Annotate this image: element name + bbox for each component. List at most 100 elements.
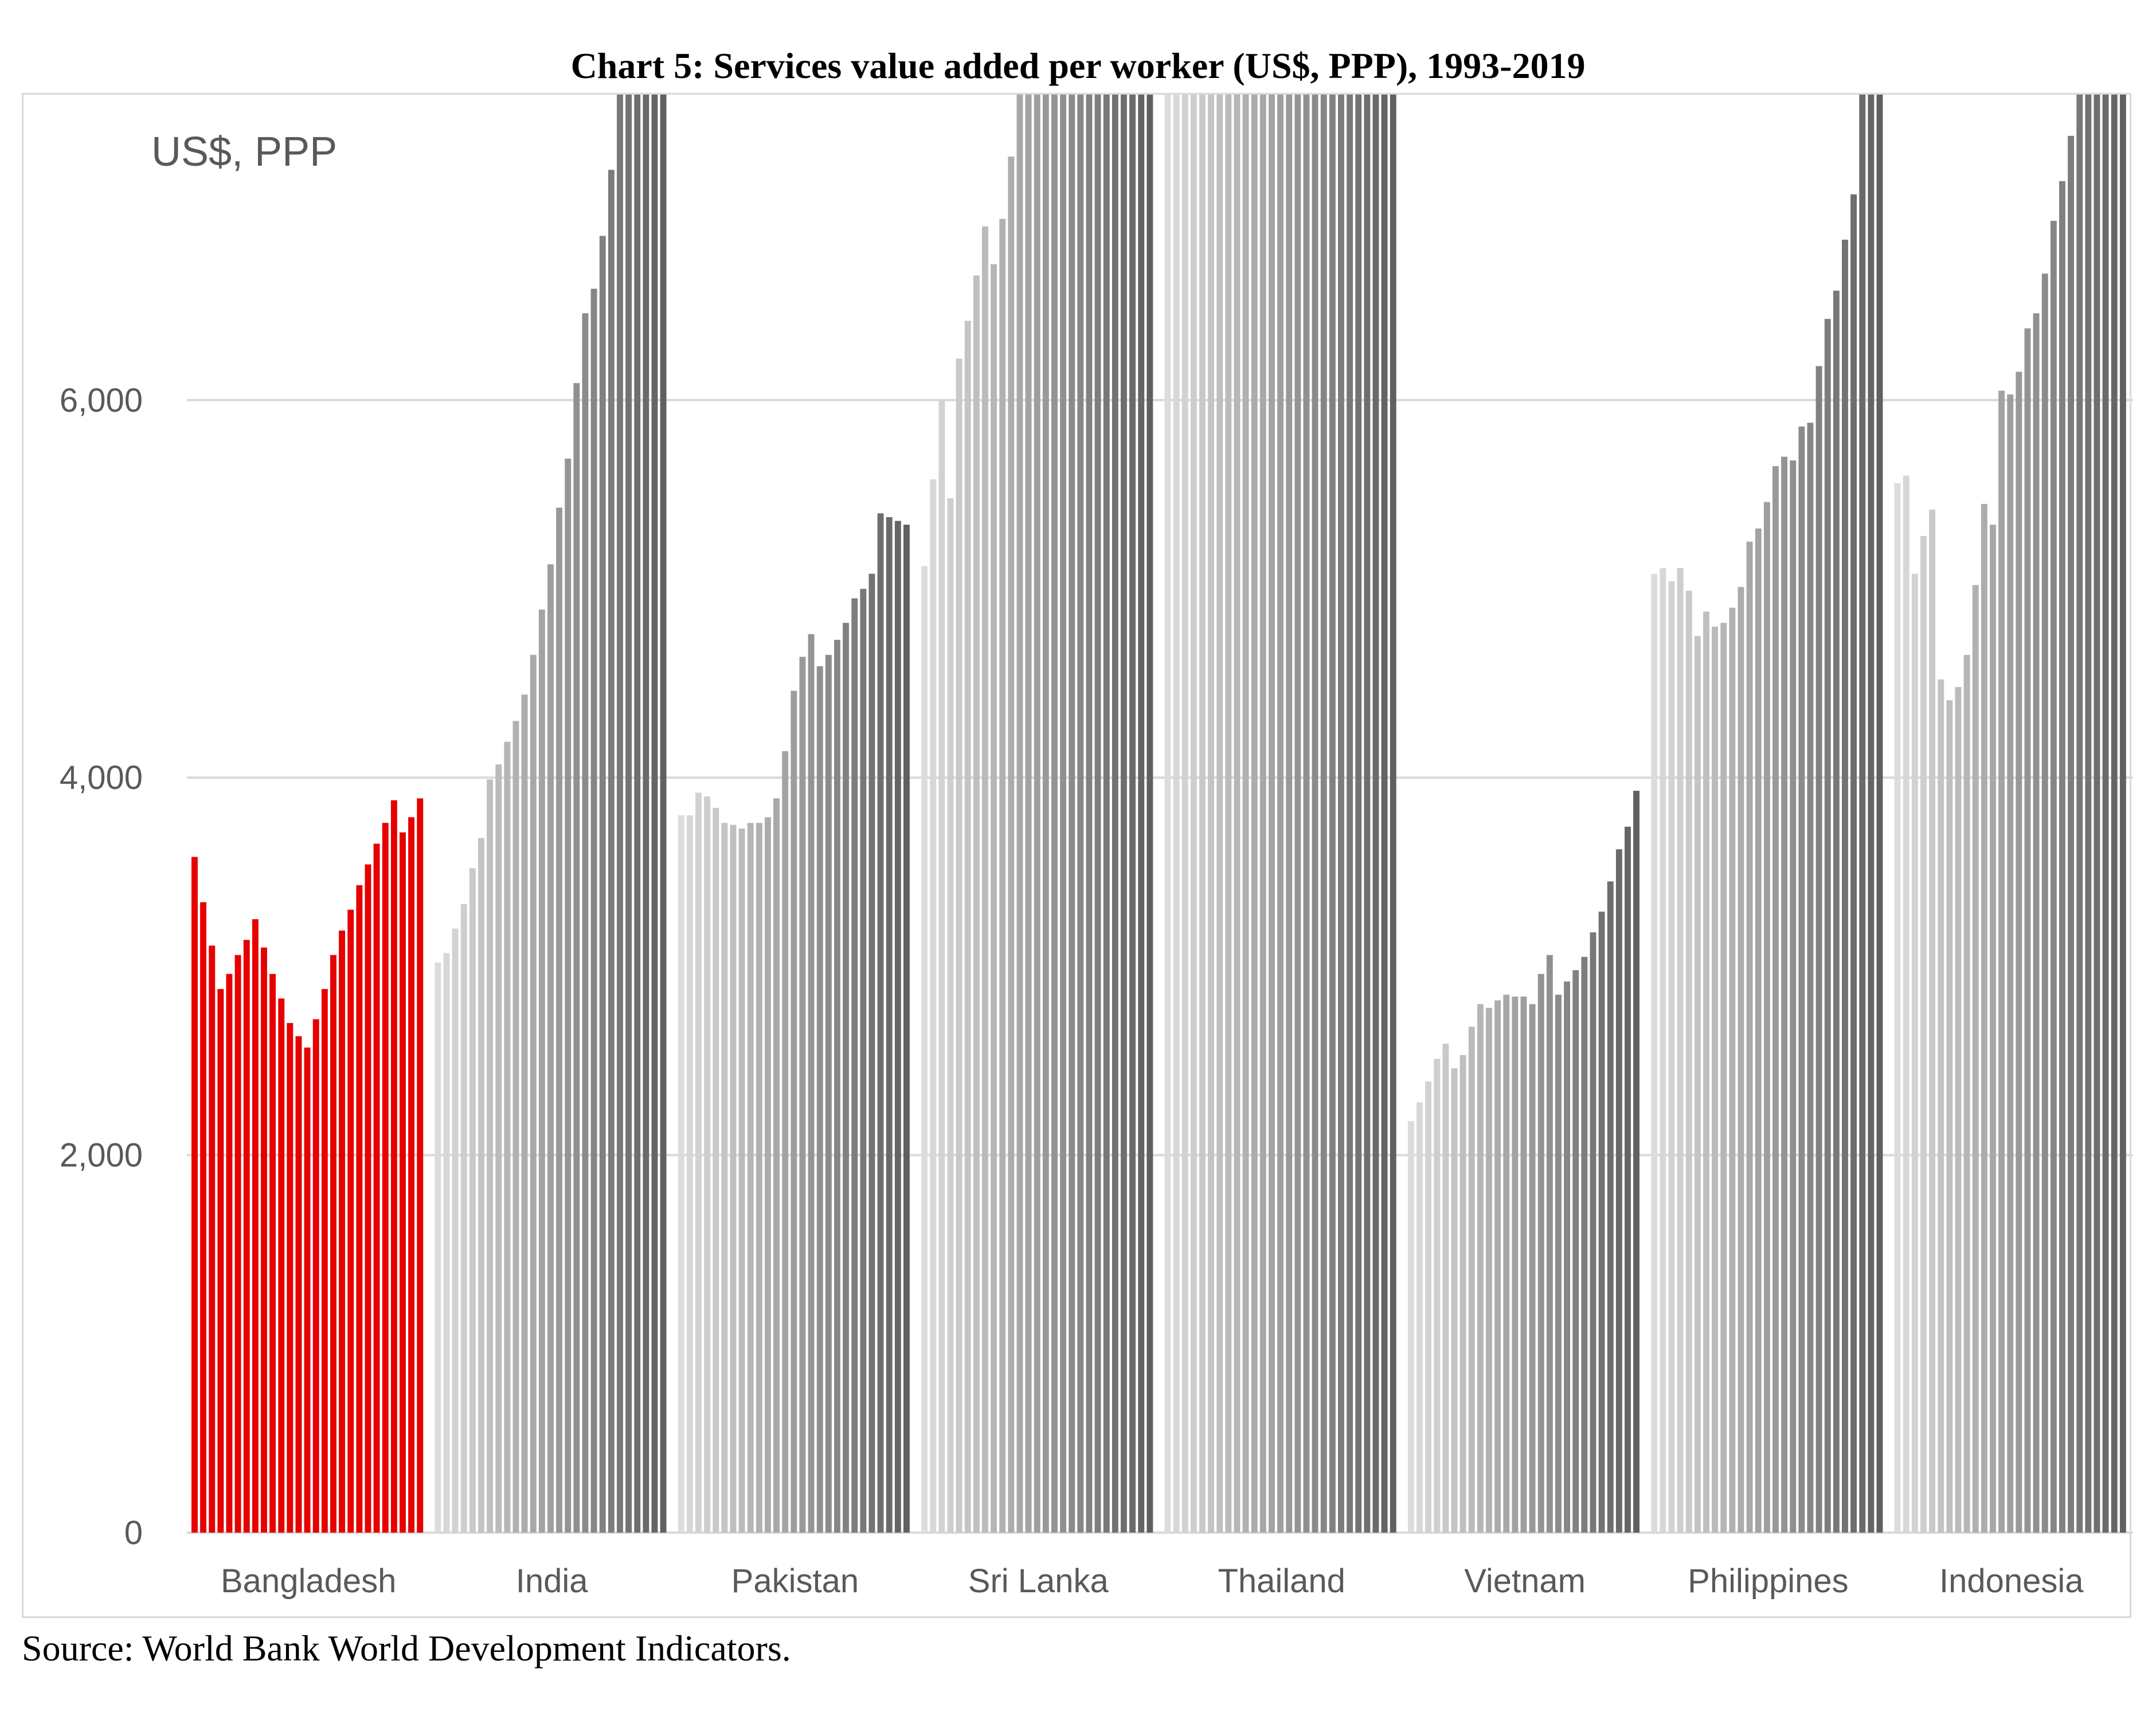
bar bbox=[991, 264, 997, 1533]
bar bbox=[1668, 581, 1675, 1533]
bar bbox=[443, 953, 450, 1533]
bar bbox=[1225, 95, 1232, 1533]
bar bbox=[1459, 1055, 1466, 1533]
bar bbox=[1990, 525, 1996, 1533]
bar bbox=[1434, 1058, 1441, 1533]
bar bbox=[973, 275, 980, 1533]
x-category-label: Bangladesh bbox=[221, 1562, 396, 1600]
bar bbox=[1390, 95, 1396, 1533]
bar bbox=[816, 666, 823, 1533]
bar bbox=[1094, 95, 1101, 1533]
bar bbox=[1529, 1004, 1536, 1533]
bar bbox=[1920, 536, 1927, 1533]
x-category-label: Indonesia bbox=[1939, 1562, 2084, 1600]
bar-group-vietnam bbox=[1407, 791, 1640, 1533]
bar bbox=[834, 639, 840, 1533]
bar bbox=[678, 815, 684, 1533]
bar bbox=[1537, 974, 1544, 1533]
bar bbox=[287, 1023, 294, 1533]
bar bbox=[825, 655, 832, 1533]
bar bbox=[243, 940, 250, 1533]
bar bbox=[1590, 932, 1597, 1533]
bar bbox=[738, 829, 745, 1533]
bar bbox=[1216, 95, 1223, 1533]
bar bbox=[365, 864, 371, 1533]
bar bbox=[704, 796, 710, 1533]
bar bbox=[1946, 700, 1953, 1533]
bar bbox=[356, 885, 363, 1533]
bar bbox=[756, 823, 762, 1533]
bar bbox=[1164, 95, 1171, 1533]
bar bbox=[947, 498, 954, 1533]
source-note: Source: World Bank World Development Ind… bbox=[22, 1628, 791, 1669]
bar bbox=[373, 843, 380, 1533]
y-tick-label: 2,000 bbox=[60, 1137, 143, 1174]
bar bbox=[2024, 328, 2031, 1533]
bar bbox=[851, 598, 858, 1533]
bar bbox=[608, 170, 615, 1533]
bar bbox=[1173, 95, 1180, 1533]
bar bbox=[1051, 95, 1058, 1533]
bar bbox=[547, 564, 554, 1533]
bar bbox=[1850, 194, 1857, 1533]
bar bbox=[1512, 997, 1519, 1533]
bar bbox=[1859, 95, 1866, 1533]
bar bbox=[765, 817, 771, 1533]
bar bbox=[460, 904, 467, 1533]
bar bbox=[1755, 528, 1762, 1533]
bar bbox=[590, 288, 597, 1533]
bar bbox=[1425, 1081, 1431, 1533]
bar bbox=[435, 962, 441, 1533]
bar-group-indonesia bbox=[1894, 95, 2126, 1533]
bar bbox=[1477, 1004, 1484, 1533]
bar bbox=[1955, 687, 1962, 1533]
bar bbox=[1868, 95, 1875, 1533]
bar bbox=[1234, 95, 1241, 1533]
bar bbox=[469, 868, 476, 1533]
bar bbox=[713, 807, 719, 1533]
bar bbox=[1060, 95, 1066, 1533]
bar bbox=[209, 945, 216, 1533]
bar bbox=[382, 823, 389, 1533]
bar bbox=[1338, 95, 1344, 1533]
bar bbox=[1598, 911, 1605, 1533]
bar bbox=[478, 838, 484, 1533]
bar bbox=[1138, 95, 1145, 1533]
bar bbox=[1451, 1068, 1458, 1533]
bar bbox=[1981, 503, 1987, 1533]
bar bbox=[452, 928, 459, 1533]
bar bbox=[1781, 456, 1787, 1533]
bar bbox=[2007, 394, 2014, 1533]
bar bbox=[1572, 970, 1579, 1533]
bar bbox=[1181, 95, 1188, 1533]
bar bbox=[1347, 95, 1353, 1533]
bar bbox=[799, 657, 806, 1533]
bar bbox=[1103, 95, 1110, 1533]
bar bbox=[2033, 313, 2040, 1533]
bar bbox=[1486, 1007, 1492, 1533]
bar bbox=[521, 694, 528, 1533]
bar bbox=[938, 400, 945, 1533]
bar bbox=[1520, 997, 1527, 1533]
bar bbox=[903, 525, 910, 1533]
x-category-label: Pakistan bbox=[731, 1562, 859, 1600]
bar bbox=[512, 721, 519, 1533]
bar bbox=[200, 902, 206, 1533]
chart-svg: 02,0004,0006,0008,00010,00012,00014,000 … bbox=[60, 95, 2133, 1600]
bar bbox=[1320, 95, 1327, 1533]
bar bbox=[1381, 95, 1388, 1533]
bar-group-india bbox=[435, 95, 667, 1533]
bar bbox=[1685, 591, 1692, 1533]
bar bbox=[269, 974, 276, 1533]
bar bbox=[1069, 95, 1075, 1533]
bar bbox=[191, 857, 198, 1533]
bar bbox=[1242, 95, 1249, 1533]
bar bbox=[1712, 626, 1718, 1533]
bar bbox=[1972, 585, 1979, 1533]
bar bbox=[1147, 95, 1153, 1533]
bar bbox=[1894, 483, 1901, 1533]
bar bbox=[217, 988, 224, 1533]
bar bbox=[504, 741, 511, 1533]
bar bbox=[1694, 636, 1701, 1533]
bar bbox=[886, 517, 893, 1533]
